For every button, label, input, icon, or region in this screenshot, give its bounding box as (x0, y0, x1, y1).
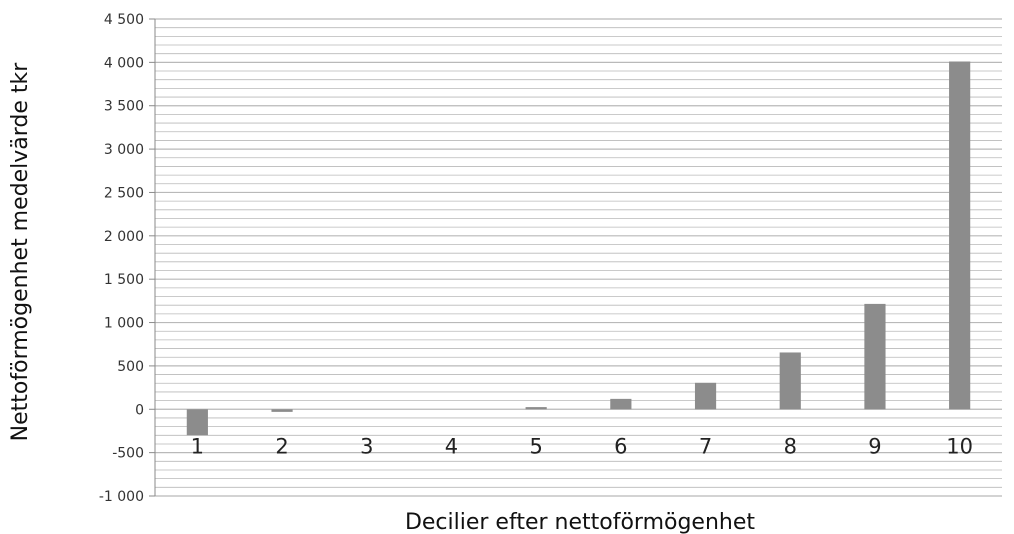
bar-decile-7 (694, 382, 717, 410)
y-tick-label: 1 000 (104, 316, 144, 332)
x-tick-label: 3 (360, 435, 373, 459)
y-axis-title: Nettoförmögenhet medelvärde tkr (8, 62, 33, 442)
y-tick-label: -500 (112, 446, 144, 462)
y-tick-label: 2 500 (104, 185, 144, 201)
x-tick-label: 8 (784, 435, 797, 459)
x-tick-label: 2 (275, 435, 288, 459)
bar-decile-5 (525, 407, 547, 410)
x-tick-label: 5 (529, 435, 542, 459)
x-tick-label: 10 (946, 435, 973, 459)
y-tick-label: 4 500 (104, 12, 144, 28)
y-tick-label: 3 000 (104, 142, 144, 158)
y-tick-label: 4 000 (104, 55, 144, 71)
x-tick-label: 4 (445, 435, 458, 459)
y-tick-label: 3 500 (104, 99, 144, 115)
y-tick-label: 2 000 (104, 229, 144, 245)
bar-decile-10 (949, 61, 971, 410)
bars (186, 61, 971, 436)
y-tick-label: -1 000 (99, 489, 144, 505)
bar-decile-8 (779, 352, 801, 410)
x-tick-label: 6 (614, 435, 627, 459)
y-tick-labels: 4 500 4 000 3 500 3 000 2 500 2 000 1 500 1 000… (99, 12, 144, 505)
x-tick-label: 7 (699, 435, 712, 459)
x-tick-label: 1 (191, 435, 204, 459)
x-tick-labels: 1 2 3 4 5 6 7 8 9 10 (191, 435, 973, 459)
axes (149, 18, 156, 497)
y-tick-label: 500 (117, 359, 144, 375)
bar-decile-1 (186, 409, 208, 436)
y-tick-label: 1 500 (104, 272, 144, 288)
x-tick-label: 9 (868, 435, 881, 459)
bar-decile-9 (864, 303, 886, 410)
grid-lines (155, 18, 1002, 497)
y-tick-label: 0 (135, 402, 144, 418)
bar-decile-6 (610, 398, 632, 410)
x-axis-title: Decilier efter nettoförmögenhet (405, 510, 755, 534)
bar-decile-2 (271, 409, 293, 412)
